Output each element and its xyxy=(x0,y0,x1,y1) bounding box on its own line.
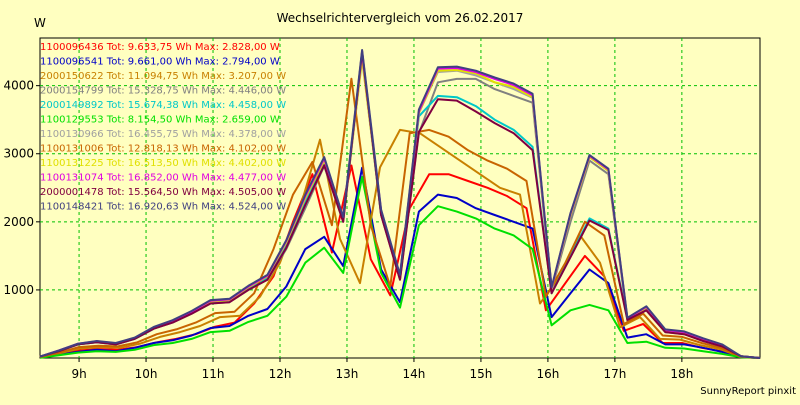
series-line-2 xyxy=(39,128,761,359)
legend-entry-11: 1100148421 Tot: 16.920,63 Wh Max: 4.524,… xyxy=(40,202,286,213)
footer-credit: SunnyReport pinxit xyxy=(700,386,796,397)
x-tick-label: 15h xyxy=(469,367,492,381)
legend-entry-6: 1100130966 Tot: 16.455,75 Wh Max: 4.378,… xyxy=(40,129,286,140)
x-axis-ticks: 9h 10h 11h 12h 13h 14h 15h 16h 17h 18h xyxy=(71,358,693,381)
x-tick-label: 9h xyxy=(71,367,86,381)
series-line-11 xyxy=(39,49,761,359)
x-tick-label: 16h xyxy=(536,367,559,381)
x-tick-label: 13h xyxy=(336,367,359,381)
legend-entry-0: 1100096436 Tot: 9.633,75 Wh Max: 2.828,0… xyxy=(40,42,280,53)
series-lines xyxy=(39,49,761,359)
y-axis-unit-label: W xyxy=(34,16,46,30)
chart-title: Wechselrichtervergleich vom 26.02.2017 xyxy=(277,11,524,25)
y-tick-label: 1000 xyxy=(3,283,34,297)
x-tick-label: 10h xyxy=(135,367,158,381)
x-tick-label: 18h xyxy=(670,367,693,381)
legend-entry-4: 2000149892 Tot: 15.674,38 Wh Max: 4.458,… xyxy=(40,100,286,111)
legend-entry-9: 1100131074 Tot: 16.852,00 Wh Max: 4.477,… xyxy=(40,173,286,184)
x-tick-label: 12h xyxy=(269,367,292,381)
legend-entry-8: 1100131225 Tot: 16.513,50 Wh Max: 4.402,… xyxy=(40,158,286,169)
x-tick-label: 11h xyxy=(202,367,225,381)
x-tick-label: 17h xyxy=(603,367,626,381)
grid-lines xyxy=(40,38,760,358)
legend-entry-10: 2000001478 Tot: 15.564,50 Wh Max: 4.505,… xyxy=(40,187,286,198)
series-line-7 xyxy=(39,77,761,359)
x-tick-label: 14h xyxy=(403,367,426,381)
legend-entry-5: 1100129553 Tot: 8.154,50 Wh Max: 2.659,0… xyxy=(40,115,280,126)
y-tick-label: 2000 xyxy=(3,215,34,229)
legend-entry-7: 1100131006 Tot: 12.818,13 Wh Max: 4.102,… xyxy=(40,144,286,155)
series-line-1 xyxy=(39,166,761,359)
y-axis-ticks: 1000 2000 3000 4000 xyxy=(3,79,40,297)
series-line-5 xyxy=(39,176,761,359)
legend-entry-1: 1100096541 Tot: 9.661,00 Wh Max: 2.794,0… xyxy=(40,57,280,68)
y-tick-label: 4000 xyxy=(3,79,34,93)
y-tick-label: 3000 xyxy=(3,147,34,161)
legend-entry-2: 2000150622 Tot: 11.094,75 Wh Max: 3.207,… xyxy=(40,71,286,82)
series-line-10 xyxy=(39,50,761,359)
legend-entry-3: 2000154799 Tot: 15.328,75 Wh Max: 4.446,… xyxy=(40,86,286,97)
legend: 1100096436 Tot: 9.633,75 Wh Max: 2.828,0… xyxy=(40,42,286,213)
